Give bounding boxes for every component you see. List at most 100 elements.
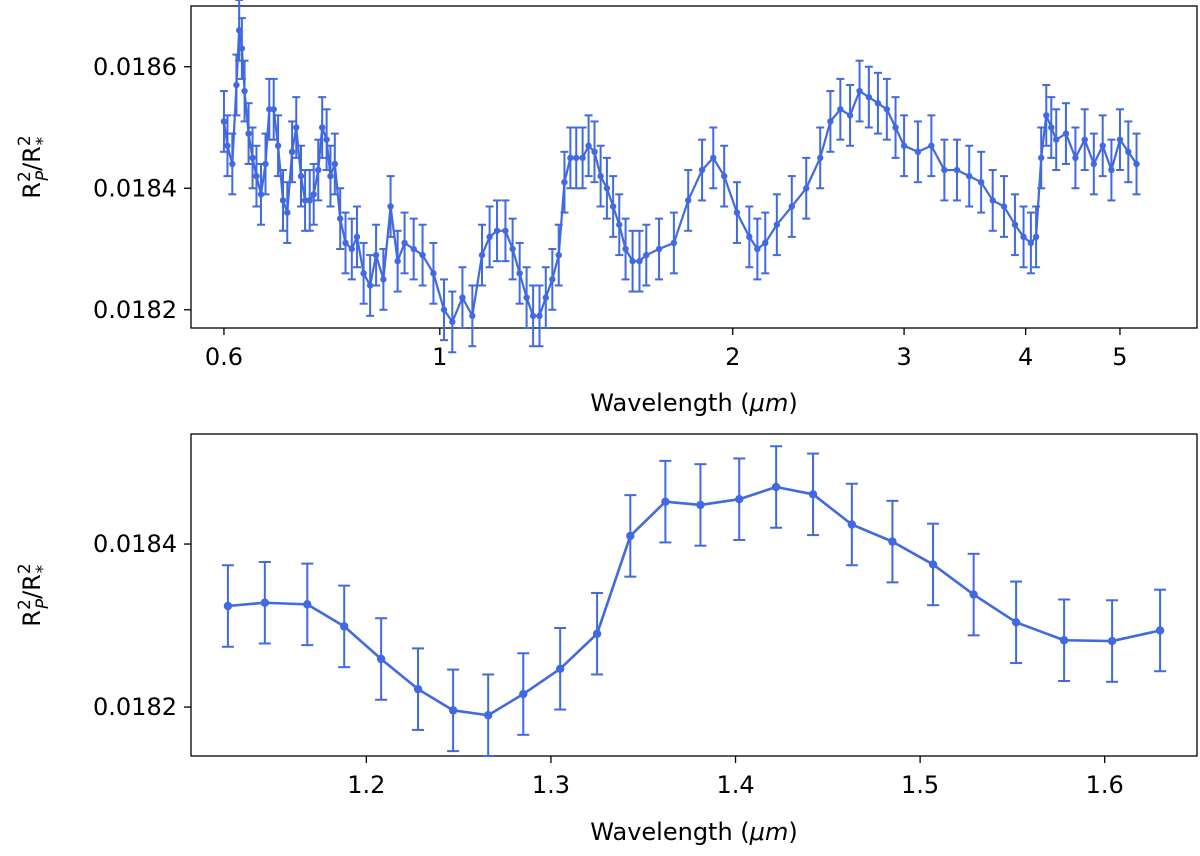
y-tick-label: 0.0182 bbox=[93, 296, 177, 324]
data-point bbox=[837, 106, 844, 113]
series-line bbox=[222, 29, 1138, 324]
data-point bbox=[661, 497, 670, 506]
data-point bbox=[274, 142, 282, 149]
data-point bbox=[1038, 154, 1045, 162]
data-point bbox=[380, 276, 387, 283]
plot-frame bbox=[190, 433, 1198, 757]
data-point bbox=[941, 166, 948, 174]
data-point bbox=[1011, 618, 1021, 627]
data-point bbox=[1072, 154, 1079, 162]
data-point bbox=[318, 124, 326, 131]
data-point bbox=[928, 560, 938, 569]
data-point bbox=[260, 598, 270, 607]
data-point bbox=[636, 257, 643, 265]
plot-frame bbox=[190, 5, 1198, 329]
data-point bbox=[888, 537, 897, 546]
data-point bbox=[685, 197, 692, 204]
data-marks bbox=[221, 445, 1167, 757]
data-point bbox=[529, 312, 537, 320]
data-point bbox=[643, 251, 650, 259]
x-tick-label: 1.5 bbox=[901, 771, 939, 799]
data-point bbox=[1059, 636, 1069, 645]
data-point bbox=[413, 684, 423, 694]
data-point bbox=[331, 160, 339, 168]
y-axis-label: R2P/R2* bbox=[15, 135, 53, 198]
data-point bbox=[874, 100, 882, 107]
data-point bbox=[448, 706, 458, 715]
data-point bbox=[788, 203, 795, 210]
data-point bbox=[253, 172, 260, 180]
data-point bbox=[914, 148, 922, 156]
x-tick-label: 1.6 bbox=[1086, 771, 1124, 799]
data-point bbox=[478, 251, 486, 259]
data-point bbox=[977, 178, 985, 186]
data-point bbox=[327, 172, 334, 180]
data-point bbox=[342, 239, 349, 247]
data-point bbox=[579, 154, 586, 162]
data-point bbox=[549, 276, 556, 283]
data-point bbox=[597, 172, 604, 180]
chart-zoom-spectrum: 1.2 1.3 1.4 1.5 1.6 0.0182 0.0184 Wavelength (… bbox=[15, 433, 1198, 846]
x-axis-label: Wavelength (μm) bbox=[590, 389, 797, 417]
data-point bbox=[803, 185, 810, 192]
data-point bbox=[1027, 239, 1035, 247]
data-point bbox=[279, 197, 287, 204]
data-point bbox=[856, 87, 863, 95]
data-point bbox=[555, 664, 565, 673]
data-point bbox=[1000, 203, 1008, 210]
data-point bbox=[297, 172, 305, 180]
axis-ticks: 1.2 1.3 1.4 1.5 1.6 0.0182 0.0184 bbox=[93, 530, 1124, 799]
data-point bbox=[376, 654, 386, 664]
data-point bbox=[1011, 221, 1019, 228]
y-tick-label: 0.0184 bbox=[93, 174, 177, 202]
data-point bbox=[696, 500, 705, 510]
data-point bbox=[710, 154, 717, 162]
data-point bbox=[966, 172, 973, 180]
data-point bbox=[245, 130, 252, 137]
data-point bbox=[301, 197, 309, 204]
data-point bbox=[771, 482, 781, 492]
x-tick-label: 4 bbox=[1018, 343, 1033, 371]
data-point bbox=[561, 178, 568, 186]
data-point bbox=[827, 118, 834, 125]
data-point bbox=[401, 239, 408, 247]
data-point bbox=[892, 124, 899, 131]
data-point bbox=[622, 245, 629, 253]
y-tick-label: 0.0184 bbox=[93, 530, 177, 558]
data-point bbox=[1116, 136, 1124, 143]
data-point bbox=[1062, 130, 1070, 137]
data-point bbox=[585, 142, 592, 149]
data-point bbox=[900, 142, 908, 149]
data-point bbox=[288, 148, 296, 156]
data-point bbox=[310, 191, 317, 198]
data-point bbox=[733, 209, 741, 216]
data-point bbox=[1048, 124, 1055, 131]
data-point bbox=[224, 142, 231, 149]
data-point bbox=[698, 166, 706, 174]
chart-full-spectrum: 0.6 1 2 3 4 5 0.0182 0.0184 0.0186 Wavelength (μ… bbox=[15, 0, 1198, 417]
x-tick-label: 0.6 bbox=[205, 343, 243, 371]
data-point bbox=[609, 203, 617, 210]
data-point bbox=[337, 215, 344, 222]
data-point bbox=[360, 270, 367, 277]
data-point bbox=[394, 257, 401, 265]
data-point bbox=[616, 221, 623, 228]
data-point bbox=[1090, 160, 1098, 168]
data-point bbox=[754, 245, 761, 253]
data-point bbox=[746, 233, 753, 241]
data-point bbox=[883, 106, 891, 113]
data-point bbox=[241, 87, 248, 95]
x-tick-label: 1.2 bbox=[347, 771, 385, 799]
data-point bbox=[1133, 160, 1140, 168]
data-point bbox=[469, 312, 476, 320]
series-line bbox=[227, 485, 1161, 717]
data-point bbox=[670, 239, 678, 247]
x-tick-label: 5 bbox=[1112, 343, 1127, 371]
data-marks bbox=[219, 0, 1141, 354]
data-point bbox=[340, 622, 349, 631]
data-point bbox=[817, 154, 824, 162]
data-point bbox=[523, 294, 530, 301]
data-point bbox=[257, 191, 265, 198]
data-point bbox=[519, 689, 528, 699]
data-point bbox=[808, 490, 818, 499]
